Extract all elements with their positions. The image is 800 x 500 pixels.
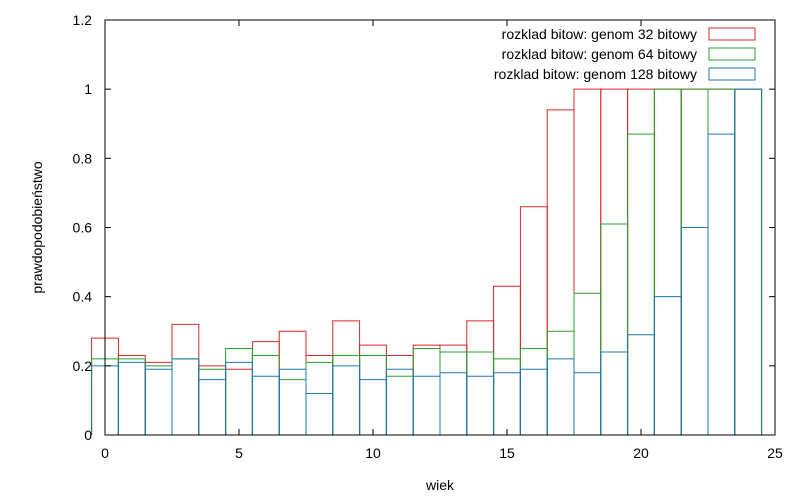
- bar-s3-x14: [466, 375, 495, 435]
- legend-label-1: rozklad bitow: genom 32 bitowy: [502, 26, 697, 42]
- bar-s3-x9: [332, 365, 361, 435]
- x-tick-label: 15: [499, 445, 515, 461]
- bar-s3-x19: [600, 351, 629, 435]
- bar-s3-x6: [251, 375, 280, 435]
- y-tick-label: 0.6: [73, 220, 93, 236]
- bar-s1-x2: [144, 361, 173, 435]
- x-axis-label: wiek: [425, 477, 455, 493]
- bar-s2-x6: [251, 354, 280, 435]
- bar-s2-x13: [439, 351, 468, 435]
- bar-s3-x23: [707, 133, 736, 435]
- bar-s1-x10: [359, 344, 387, 435]
- bar-s1-x23: [707, 88, 736, 435]
- bar-s3-x17: [546, 358, 575, 435]
- bar-s1-x15: [493, 285, 521, 435]
- bar-s3-x21: [653, 296, 682, 435]
- bar-s2-x20: [627, 133, 655, 435]
- bar-s2-x8: [305, 361, 334, 435]
- bar-s2-x23: [707, 88, 736, 435]
- bar-s2-x18: [573, 292, 602, 435]
- bar-s2-x15: [493, 358, 521, 435]
- x-tick-label: 25: [767, 445, 783, 461]
- bar-s1-x12: [412, 344, 441, 435]
- bar-s1-x5: [225, 368, 253, 435]
- bar-s3-x5: [225, 361, 253, 435]
- bar-s3-x7: [278, 368, 307, 435]
- bar-s3-x10: [359, 379, 387, 435]
- x-tick-label: 20: [633, 445, 649, 461]
- bar-s1-x24: [734, 88, 763, 435]
- series-2: [91, 88, 763, 435]
- bar-s2-x24: [734, 88, 763, 435]
- legend-label-3: rozklad bitow: genom 128 bitowy: [494, 66, 697, 82]
- legend-label-2: rozklad bitow: genom 64 bitowy: [502, 46, 697, 62]
- bar-s3-x24: [734, 88, 763, 435]
- bar-s1-x14: [466, 320, 495, 435]
- bar-s2-x4: [198, 368, 227, 435]
- bar-s2-x10: [359, 354, 387, 435]
- legend-swatch-2: [708, 47, 756, 61]
- x-tick-label: 5: [235, 445, 243, 461]
- x-tick-label: 0: [101, 445, 109, 461]
- bar-s3-x2: [144, 368, 173, 435]
- bar-s3-x15: [493, 372, 521, 435]
- legend-swatch-3: [708, 67, 756, 81]
- bar-s2-x3: [171, 358, 200, 435]
- bar-s3-x16: [519, 368, 548, 435]
- bar-s3-x8: [305, 393, 334, 435]
- bar-s1-x22: [680, 88, 709, 435]
- series-3: [91, 88, 763, 435]
- bar-s3-x12: [412, 375, 441, 435]
- bar-s3-x4: [198, 379, 227, 435]
- bar-s2-x17: [546, 330, 575, 435]
- bar-s3-x22: [680, 227, 709, 435]
- bar-s3-x11: [385, 368, 414, 435]
- bar-s2-x7: [278, 379, 307, 435]
- bar-s1-x9: [332, 320, 361, 435]
- bar-s2-x9: [332, 354, 361, 435]
- bar-s2-x16: [519, 348, 548, 435]
- y-axis-label: prawdopodobieństwo: [29, 161, 45, 294]
- bar-s2-x22: [680, 88, 709, 435]
- series-1: [91, 88, 763, 435]
- bar-s3-x20: [627, 334, 655, 435]
- bar-s1-x1: [117, 354, 146, 435]
- y-tick-label: 0: [84, 427, 92, 443]
- bar-s1-x3: [171, 323, 200, 435]
- y-tick-label: 1: [84, 81, 92, 97]
- bar-s2-x1: [117, 358, 146, 435]
- bar-s1-x13: [439, 344, 468, 435]
- bar-s3-x1: [117, 361, 146, 435]
- bar-s1-x18: [573, 88, 602, 435]
- bar-s1-x21: [653, 88, 682, 435]
- bar-s1-x19: [600, 88, 629, 435]
- bar-s1-x8: [305, 354, 334, 435]
- bar-s2-x21: [653, 88, 682, 435]
- bar-s2-x5: [225, 348, 253, 435]
- bar-s2-x11: [385, 375, 414, 435]
- legend-swatch-1: [708, 27, 756, 41]
- y-tick-label: 1.2: [73, 12, 93, 28]
- ticks-layer: 0 0.2 0.4 0.6 0.8 1 1.2 0 5 10 15 20 25: [73, 12, 783, 461]
- legend: rozklad bitow: genom 32 bitowy rozklad bi…: [494, 26, 756, 82]
- bar-s2-x19: [600, 223, 629, 435]
- bar-s1-x11: [385, 354, 414, 435]
- y-tick-label: 0.2: [73, 358, 93, 374]
- bar-s3-x3: [171, 358, 200, 435]
- y-tick-label: 0.4: [73, 289, 93, 305]
- bar-s1-x7: [278, 330, 307, 435]
- x-tick-label: 10: [365, 445, 381, 461]
- bar-s3-x18: [573, 372, 602, 435]
- bar-s2-x2: [144, 365, 173, 435]
- bar-s1-x4: [198, 365, 227, 435]
- y-tick-label: 0.8: [73, 150, 93, 166]
- bar-s1-x17: [546, 109, 575, 435]
- series-layer: [91, 88, 763, 435]
- bar-s1-x16: [519, 206, 548, 435]
- bar-s1-x20: [627, 88, 655, 435]
- bar-s2-x14: [466, 351, 495, 435]
- bar-s2-x12: [412, 348, 441, 435]
- bar-s3-x13: [439, 372, 468, 435]
